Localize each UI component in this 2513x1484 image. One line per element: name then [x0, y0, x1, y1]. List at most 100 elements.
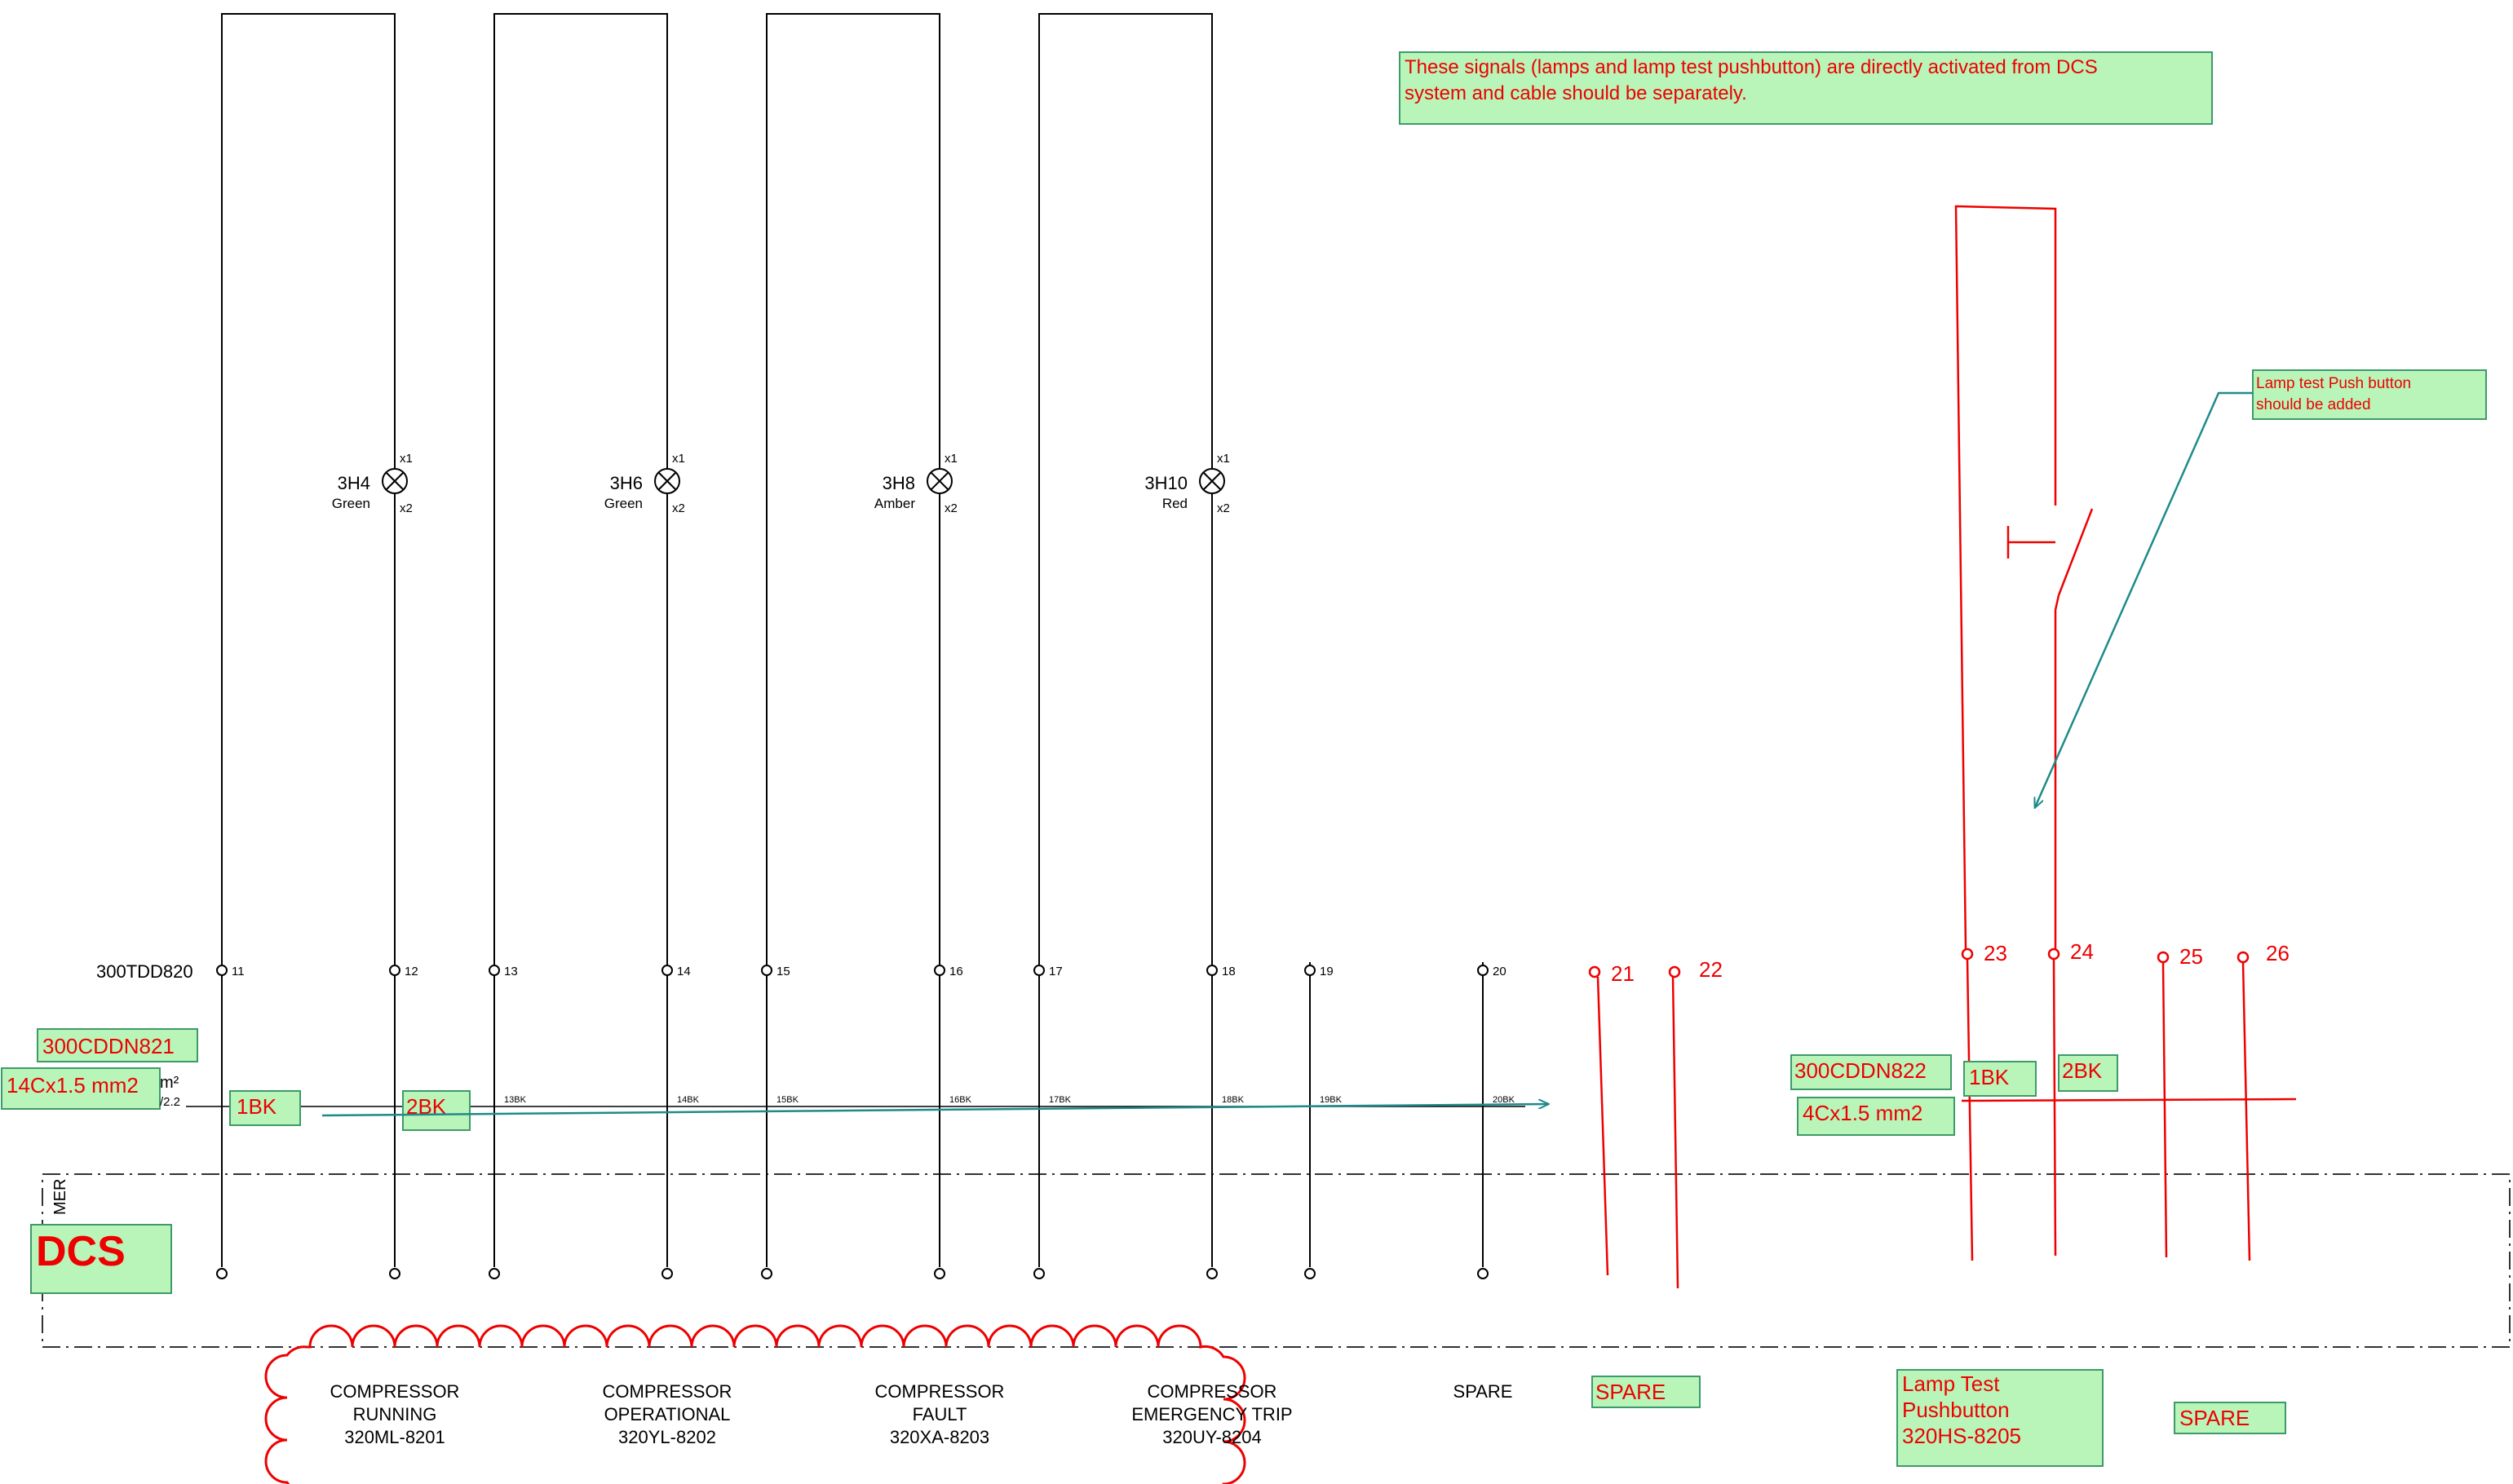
wire-label: 16BK: [949, 1095, 972, 1105]
wire-label: 17BK: [1049, 1095, 1072, 1105]
lamp-tag: 3H6: [610, 473, 643, 493]
terminal-number: 15: [776, 965, 790, 978]
spare-label: SPARE: [1453, 1381, 1513, 1402]
cable2-tag-box: [1790, 1054, 1952, 1090]
wire-label: 13BK: [504, 1095, 527, 1105]
function-line1: COMPRESSOR: [603, 1381, 732, 1402]
terminal-number: 12: [405, 965, 418, 978]
lamp-x1: x1: [1217, 452, 1230, 466]
red-terminal-number: 23: [1984, 941, 2007, 965]
terminal-number: 14: [677, 965, 691, 978]
lamp-test-box: [1896, 1369, 2104, 1467]
wire-label: 14BK: [677, 1095, 700, 1105]
lamp-3H4: 3H4 Green x1 x2: [332, 452, 413, 515]
terminal-number: 19: [1320, 965, 1334, 978]
lamp-tag: 3H8: [883, 473, 915, 493]
cable1-ref: /2.2: [160, 1095, 180, 1109]
lamp-color: Red: [1162, 496, 1188, 511]
cable2-core2: 2BK: [2062, 1058, 2103, 1083]
terminal-number: 17: [1049, 965, 1063, 978]
function-line2: RUNNING: [353, 1404, 437, 1424]
terminal-number: 11: [232, 965, 245, 978]
spare-box-2-label: SPARE: [2179, 1406, 2250, 1430]
lamp-3H8: 3H8 Amber x1 x2: [874, 452, 958, 515]
lamp-test-line1: Lamp Test: [1902, 1371, 2000, 1396]
lamp-color: Green: [604, 496, 643, 511]
wire-labels: 13BK 14BK 15BK 16BK 17BK 18BK 19BK 20BK: [504, 1095, 1515, 1105]
red-terminal-number: 26: [2266, 941, 2290, 965]
dcs-box: [30, 1224, 172, 1294]
dcs-note-box: [1399, 51, 2213, 125]
red-terminal-number: 24: [2070, 939, 2094, 964]
function-line3: 320ML-8201: [344, 1427, 445, 1447]
red-terminal-number: 22: [1699, 957, 1723, 982]
lamp-test-line3: 320HS-8205: [1902, 1424, 2021, 1448]
spare-box-1-label: SPARE: [1595, 1380, 1666, 1404]
wire-label: 15BK: [776, 1095, 799, 1105]
lamp-test-note-box: [2252, 369, 2487, 420]
terminal-number: 18: [1222, 965, 1236, 978]
terminal-strip: [216, 965, 1489, 976]
terminal-numbers: 11 12 13 14 15 16 17 18 19 20: [232, 965, 1506, 978]
function-line1: COMPRESSOR: [875, 1381, 1005, 1402]
function-compressor-operational: COMPRESSOR OPERATIONAL 320YL-8202: [603, 1381, 732, 1447]
cable-arrow: [321, 1104, 1548, 1117]
terminal-number: 13: [504, 965, 518, 978]
lamp-x2: x2: [400, 501, 413, 515]
lamp-x2: x2: [672, 501, 685, 515]
function-line3: 320YL-8202: [618, 1427, 716, 1447]
lamp-x1: x1: [400, 452, 413, 466]
function-compressor-fault: COMPRESSOR FAULT 320XA-8203: [875, 1381, 1005, 1447]
wire-label: 19BK: [1320, 1095, 1343, 1105]
wire-label: 18BK: [1222, 1095, 1245, 1105]
lamp-x2: x2: [1217, 501, 1230, 515]
terminal-strip-label: 300TDD820: [96, 961, 193, 982]
cable1-suffix: m²: [160, 1074, 179, 1092]
function-line3: 320XA-8203: [890, 1427, 989, 1447]
red-terminals: [1588, 947, 2250, 978]
lamp-tag: 3H4: [338, 473, 370, 493]
cable1-tag-box: [37, 1028, 198, 1062]
function-line2: FAULT: [913, 1404, 967, 1424]
dcs-note-line1: These signals (lamps and lamp test pushb…: [1405, 56, 2098, 78]
cable2-core1: 1BK: [1969, 1065, 2010, 1089]
red-terminal-number: 21: [1611, 961, 1635, 986]
spare-box-2: [2174, 1402, 2286, 1434]
dcs-frame: [42, 1173, 2511, 1348]
function-line2: OPERATIONAL: [604, 1404, 731, 1424]
frame-label: MER: [51, 1179, 69, 1215]
lamp-test-note-line2: should be added: [2256, 396, 2371, 413]
cable1-core1-box: [229, 1090, 301, 1126]
cable1-spec: 14Cx1.5 mm2: [7, 1073, 139, 1098]
lamp-3H6: 3H6 Green x1 x2: [604, 452, 685, 515]
cable2-spec-box: [1797, 1097, 1955, 1136]
spare-box-1: [1591, 1376, 1701, 1408]
function-line3: 320UY-8204: [1162, 1427, 1262, 1447]
lamp-x2: x2: [945, 501, 958, 515]
function-line1: COMPRESSOR: [1148, 1381, 1277, 1402]
dcs-label: DCS: [36, 1228, 126, 1275]
cable1-core1: 1BK: [237, 1094, 277, 1119]
lamp-test-line2: Pushbutton: [1902, 1398, 2010, 1422]
red-terminal-number: 25: [2179, 944, 2203, 969]
lamp-x1: x1: [672, 452, 685, 466]
cable2-core1-box: [1963, 1061, 2037, 1097]
functions-cloud: [264, 1324, 1246, 1484]
lamp-color: Amber: [874, 496, 915, 511]
cable2-core2-box: [2058, 1054, 2118, 1092]
function-compressor-emergency-trip: COMPRESSOR EMERGENCY TRIP 320UY-8204: [1131, 1381, 1292, 1447]
wire-label: 20BK: [1493, 1095, 1515, 1105]
cable1-spec-box: [1, 1067, 161, 1110]
function-line2: EMERGENCY TRIP: [1131, 1404, 1292, 1424]
lamp-color: Green: [332, 496, 370, 511]
lamp-tag: 3H10: [1144, 473, 1188, 493]
lamp-test-note-line1: Lamp test Push button: [2256, 375, 2411, 392]
lamp-circuits: [221, 13, 1484, 1267]
dcs-terminals: [216, 1268, 1489, 1279]
cable2-spec: 4Cx1.5 mm2: [1803, 1101, 1922, 1125]
dcs-note-line2: system and cable should be separately.: [1405, 82, 1747, 104]
cable1-tag: 300CDDN821: [42, 1034, 175, 1058]
red-wiring: [1596, 205, 2297, 1289]
terminal-number: 16: [949, 965, 963, 978]
